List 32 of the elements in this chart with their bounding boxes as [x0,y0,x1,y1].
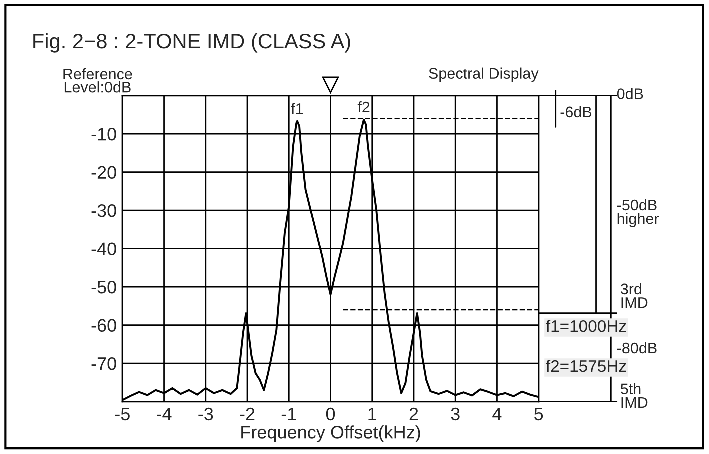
y-tick-label: -70 [92,357,116,370]
x-tick-label: -4 [157,408,172,420]
x-axis-title: Frequency Offset(kHz) [242,426,420,442]
y-tick-label: -60 [92,319,116,332]
y-axis-title: Reference Level:0dB [64,68,132,93]
x-tick-label: -3 [198,408,214,421]
x-tick-label: -5 [115,408,130,421]
x-tick-label: 5 [534,408,544,421]
chart-title: Fig. 2−8 : 2-TONE IMD (CLASS A) [34,33,350,53]
text: -6dB [560,106,592,118]
text: f1=1000Hz [546,320,626,332]
y-tick-label: -50 [92,280,116,294]
x-tick-label: -2 [240,408,255,420]
text: -50dB higher [618,199,660,228]
text: -80dB [618,342,657,354]
y-tick-label: -20 [92,166,116,180]
x-tick-label: 1 [368,408,377,420]
y-tick-label: -40 [92,242,116,256]
x-tick-label: -1 [282,408,296,420]
annotation: f1 [291,103,304,114]
x-tick-label: 4 [492,408,502,420]
text: 5th IMD [620,383,648,408]
annotation: f2 [358,102,370,113]
x-tick-label: 0 [326,408,336,421]
y-tick-label: -30 [92,204,116,218]
text: 0dB [617,88,644,100]
x-tick-label: 2 [410,408,418,420]
y-tick-label: -10 [92,128,116,141]
text: 3rd IMD [620,283,648,308]
text: f2=1575Hz [546,360,626,372]
text: Spectral Display [429,68,539,82]
x-tick-label: 3 [451,408,460,421]
